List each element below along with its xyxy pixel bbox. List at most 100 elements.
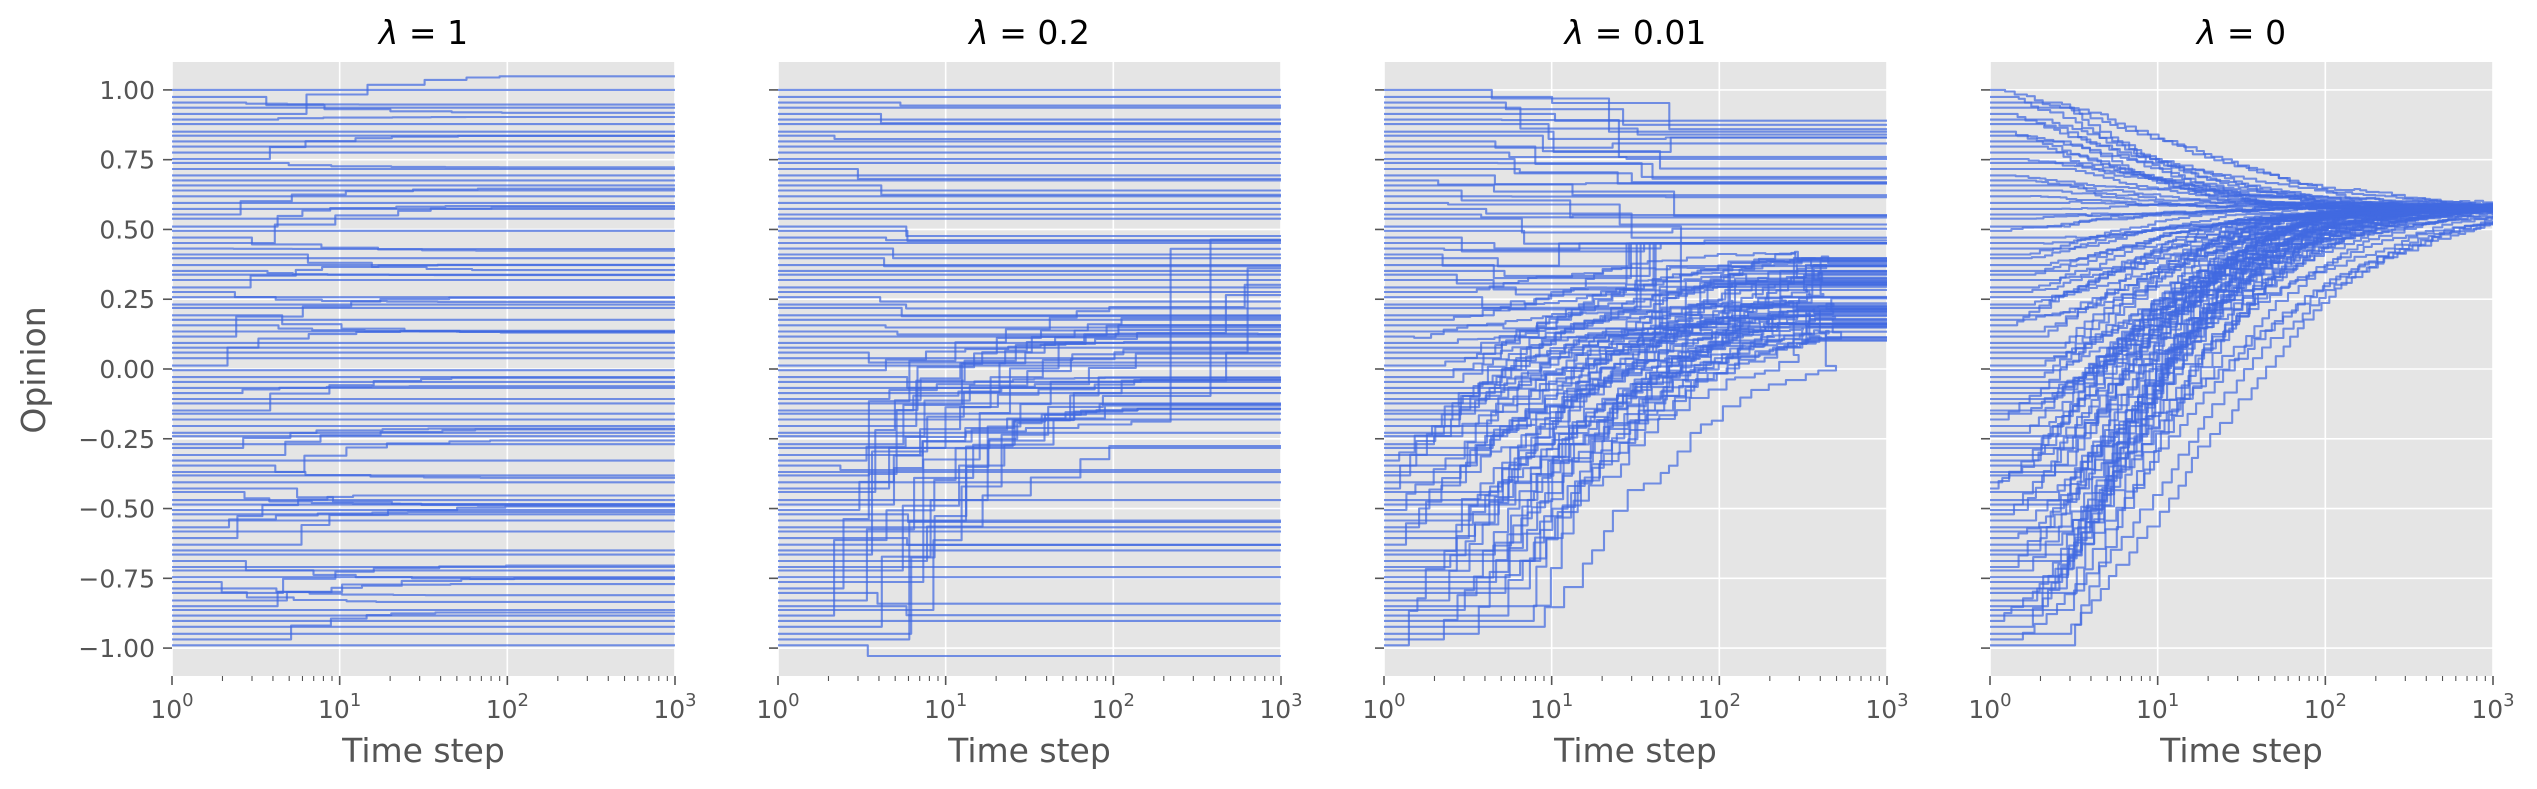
opinion-trajectory <box>778 464 1281 472</box>
opinion-trajectory <box>778 324 1281 446</box>
opinion-trajectory <box>172 587 675 597</box>
opinion-trajectory <box>172 564 675 594</box>
opinion-trajectory <box>1384 88 1887 133</box>
opinion-trajectory <box>172 494 675 540</box>
opinion-trajectory <box>1384 279 1887 622</box>
opinion-trajectory <box>172 505 675 546</box>
x-axis-label: Time step <box>1553 731 1717 770</box>
opinion-trajectory <box>1384 307 1887 635</box>
opinion-trajectory <box>172 428 675 457</box>
opinion-trajectory <box>778 445 1281 563</box>
opinion-trajectory <box>778 591 1281 605</box>
opinion-trajectory <box>778 296 1281 303</box>
x-tick-label: 101 <box>2136 690 2179 724</box>
opinion-trajectory <box>1384 336 1887 628</box>
opinion-trajectory <box>1384 189 1887 219</box>
opinion-trajectory <box>1384 140 1887 149</box>
opinion-trajectory <box>778 324 1281 329</box>
opinion-trajectory <box>778 513 1281 523</box>
y-tick-label: 0.75 <box>99 146 155 175</box>
opinion-trajectory <box>172 439 675 474</box>
opinion-trajectory <box>172 385 675 395</box>
opinion-trajectory <box>1384 251 1887 379</box>
opinion-trajectory <box>778 257 1281 268</box>
x-tick-label: 100 <box>1362 690 1405 724</box>
opinion-trajectory <box>172 206 675 245</box>
opinion-trajectory <box>1990 207 2493 647</box>
opinion-trajectory <box>172 187 675 216</box>
opinion-trajectory <box>1384 217 1887 234</box>
x-axis-label: Time step <box>341 731 505 770</box>
opinion-trajectory <box>1384 302 1887 477</box>
y-tick-label: −0.25 <box>78 425 155 454</box>
opinion-trajectory <box>778 238 1281 612</box>
panel-title: λ = 1 <box>377 13 468 52</box>
opinion-trajectory <box>778 167 1281 180</box>
opinion-trajectory <box>778 348 1281 490</box>
opinion-trajectory <box>778 101 1281 107</box>
opinion-trajectory <box>1384 95 1887 131</box>
opinion-trajectory <box>172 583 675 602</box>
opinion-trajectory <box>172 427 675 449</box>
opinion-trajectory <box>1384 269 1887 579</box>
panel-lambda-0: 100 101 102 103 Time step λ = 0 <box>1968 13 2514 770</box>
trajectories <box>778 88 1281 658</box>
panel-lambda-1: 100 101 102 103 1.00 0.75 0.50 0.25 0.00 −0.25 −0.… <box>78 13 696 770</box>
x-tick-label: 102 <box>486 690 529 724</box>
opinion-trajectory <box>172 329 675 367</box>
opinion-trajectory <box>778 134 1281 141</box>
opinion-trajectory <box>172 115 675 121</box>
opinion-trajectory <box>1990 222 2493 641</box>
x-tick-label: 102 <box>1092 690 1135 724</box>
y-tick-label: 0.50 <box>99 215 155 244</box>
opinion-trajectory <box>1990 205 2493 594</box>
opinion-trajectory <box>778 352 1281 628</box>
y-tick-label: 0.25 <box>99 285 155 314</box>
opinion-trajectory <box>172 577 675 608</box>
trajectories <box>172 75 675 647</box>
x-tick-label: 100 <box>150 690 193 724</box>
x-tick-label: 101 <box>318 690 361 724</box>
opinion-trajectory <box>1384 151 1887 161</box>
opinion-trajectory <box>778 303 1281 310</box>
opinion-trajectory <box>1384 179 1887 197</box>
opinion-trajectory <box>1384 281 1887 572</box>
opinion-trajectory <box>1384 201 1887 226</box>
x-axis-label: Time step <box>947 731 1111 770</box>
x-tick-label: 103 <box>1259 690 1302 724</box>
opinion-trajectory <box>1384 250 1887 306</box>
opinion-trajectory <box>1384 161 1887 178</box>
opinion-trajectory <box>172 580 675 603</box>
opinion-trajectory <box>1384 106 1887 136</box>
x-tick-label: 102 <box>2304 690 2347 724</box>
opinion-trajectory <box>778 247 1281 462</box>
opinion-trajectory <box>778 376 1281 641</box>
opinion-trajectory <box>1384 118 1887 158</box>
opinion-trajectory <box>1384 213 1887 219</box>
opinion-trajectory <box>1990 217 2493 622</box>
opinion-trajectory <box>1384 207 1887 239</box>
y-tick-label: −1.00 <box>78 634 155 663</box>
opinion-trajectory <box>172 611 675 641</box>
opinion-trajectory <box>172 204 675 228</box>
opinion-trajectory <box>778 404 1281 635</box>
x-tick-label: 100 <box>756 690 799 724</box>
opinion-trajectory <box>172 101 675 106</box>
opinion-trajectory <box>778 332 1281 428</box>
y-tick-label: −0.75 <box>78 564 155 593</box>
x-tick-label: 100 <box>1968 690 2011 724</box>
opinion-trajectory <box>1990 207 2493 546</box>
opinion-trajectory <box>172 263 675 289</box>
opinion-trajectory <box>1384 258 1887 490</box>
opinion-trajectory <box>778 247 1281 260</box>
panel-title: λ = 0.2 <box>967 13 1090 52</box>
panels: 100 101 102 103 1.00 0.75 0.50 0.25 0.00 −0.25 −0.… <box>78 13 2514 770</box>
panel-title: λ = 0 <box>2195 13 2286 52</box>
x-axis-label: Time step <box>2159 731 2323 770</box>
trajectories <box>1990 88 2493 647</box>
opinion-trajectory <box>1384 309 1887 617</box>
opinion-trajectory <box>1384 297 1887 584</box>
panel-title: λ = 0.01 <box>1563 13 1707 52</box>
x-tick-label: 103 <box>1865 690 1908 724</box>
